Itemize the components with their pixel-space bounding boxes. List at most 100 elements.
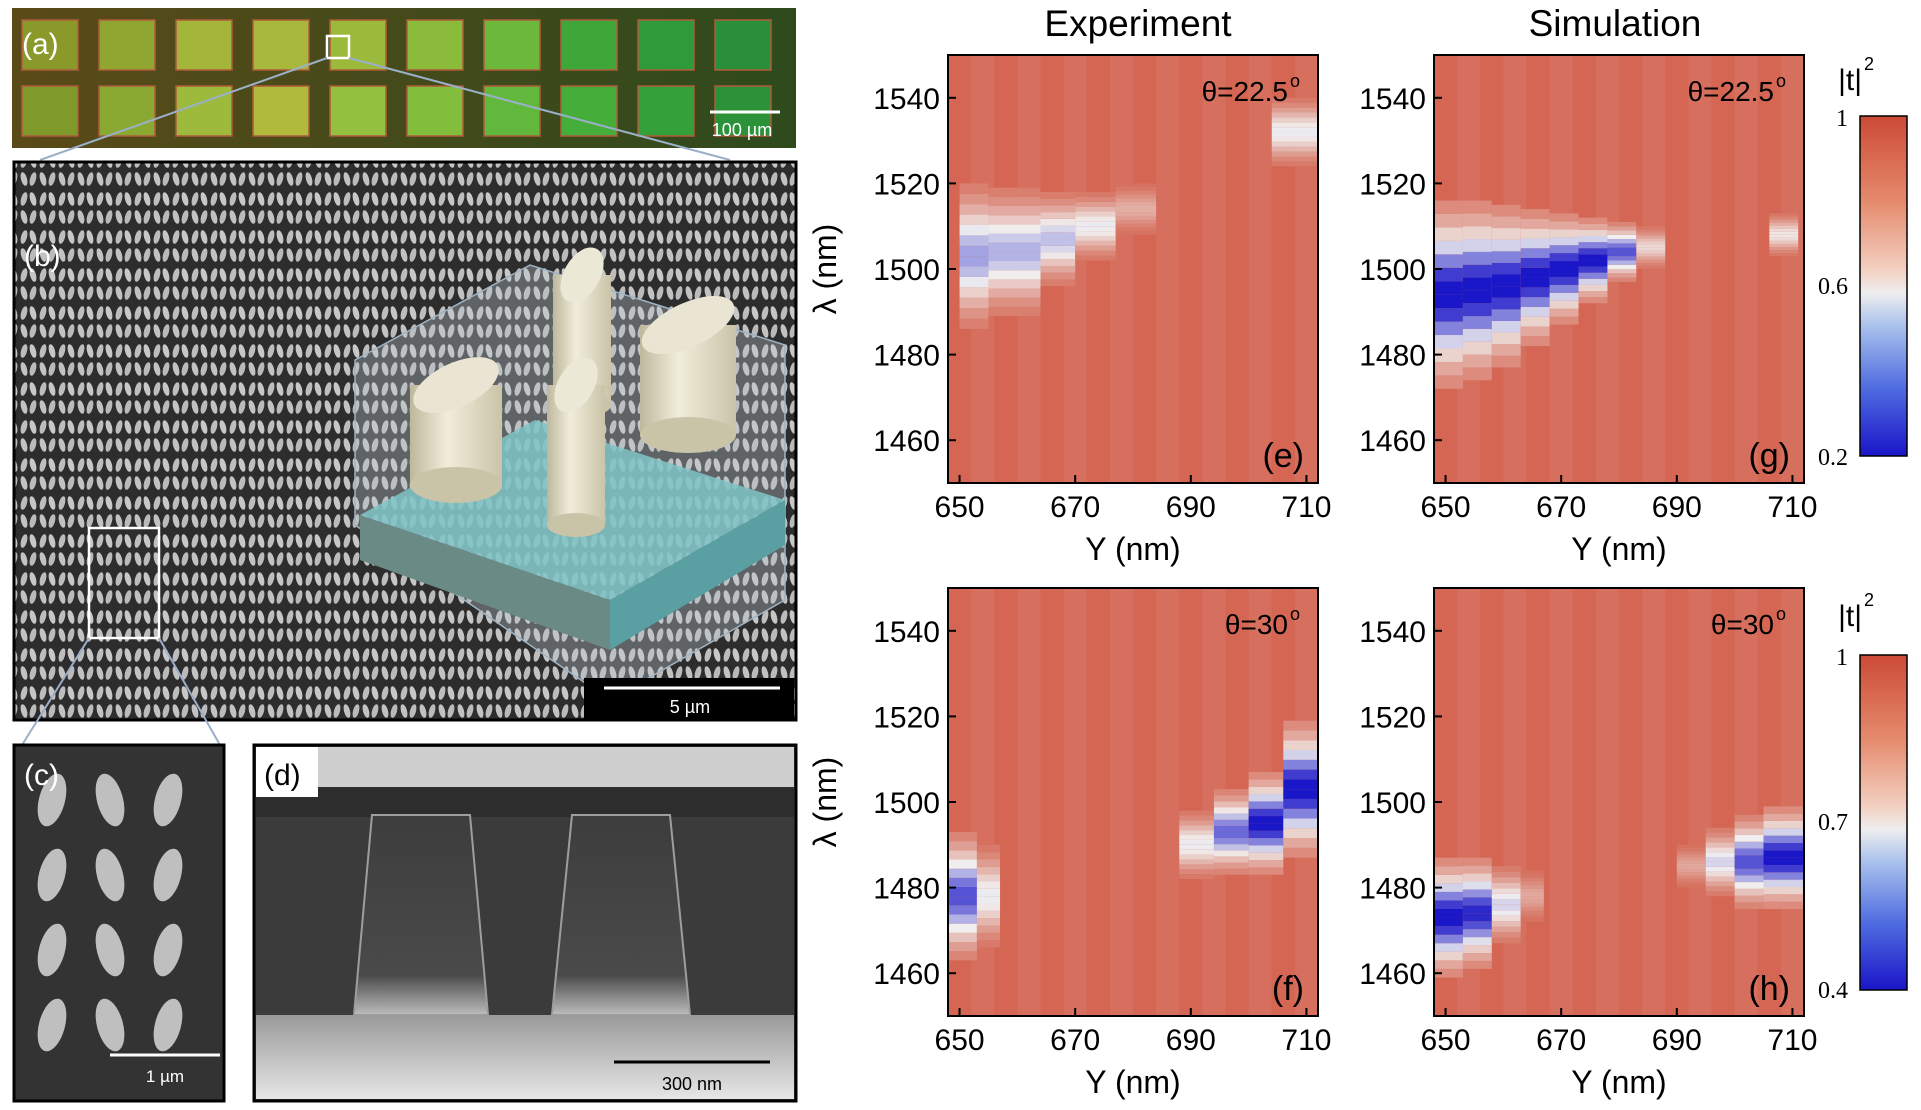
panel-d-label: (d) [264, 759, 301, 792]
heatmap-cell [1075, 231, 1116, 236]
heatmap-cell [1763, 806, 1804, 814]
zoom-marker-a [325, 34, 351, 60]
colorbar-top-tick-mid: 0.6 [1818, 274, 1848, 300]
heatmap-cell [1248, 772, 1284, 780]
heatmap-cell [1075, 235, 1116, 241]
heatmap-stripe [1549, 588, 1573, 1016]
angle-annotation-sup: o [1290, 71, 1300, 91]
heatmap-cell [1115, 212, 1157, 217]
pad [98, 85, 156, 137]
heatmap-cell [1520, 326, 1550, 337]
heatmap-cell [1763, 835, 1804, 843]
heatmap-cell [1179, 835, 1214, 840]
title-simulation: Simulation [1529, 3, 1702, 44]
heatmap-cell [1676, 869, 1706, 873]
heatmap-stripe [1711, 55, 1735, 483]
pad [21, 85, 79, 137]
heatmap-cell [1734, 882, 1764, 889]
pad [483, 85, 541, 137]
angle-annotation-sup: o [1290, 604, 1300, 624]
panel-b: (b) 5 µm [12, 160, 798, 722]
heatmap-cell [1734, 821, 1764, 829]
heatmap-cell [1462, 897, 1492, 906]
heatmap-cell [1213, 850, 1249, 857]
heatmap-cell [988, 224, 1041, 234]
pad [714, 19, 772, 71]
x-tick-label: 650 [935, 1024, 985, 1057]
panel-d-label-box [256, 747, 318, 797]
heatmap-stripe [1688, 55, 1712, 483]
heatmap-cell [1769, 228, 1799, 232]
heatmap-cell [1075, 240, 1116, 246]
heatmap-cell [1636, 256, 1666, 260]
y-tick-label: 1540 [1359, 616, 1426, 649]
heatmap-cell [1520, 870, 1544, 875]
heatmap-cell [976, 925, 1001, 933]
heatmap-cell [1179, 849, 1214, 855]
heatmap-cell [988, 288, 1041, 298]
x-axis-label: Y (nm) [1085, 531, 1180, 567]
heatmap-cell [1271, 107, 1318, 113]
heatmap-cell [1636, 226, 1666, 230]
heatmap-cell [1763, 864, 1804, 873]
heatmap-cell [1763, 894, 1804, 902]
heatmap-cell [1520, 257, 1550, 268]
heatmap-cell [1491, 344, 1521, 356]
heatmap-cell [1520, 238, 1550, 249]
heatmap-cell [1462, 889, 1492, 898]
heatmap-cell [1075, 226, 1116, 232]
pad [637, 19, 695, 71]
angle-annotation: θ=22.5 [1202, 76, 1288, 107]
heatmap-stripe [1642, 588, 1666, 1016]
heatmap-cell [1271, 112, 1318, 118]
heatmap-cell [1549, 253, 1579, 262]
nanopillar [37, 773, 67, 827]
heatmap-cell [948, 914, 977, 924]
heatmap-cell [948, 932, 977, 943]
heatmap-cell [1636, 247, 1666, 251]
heatmap-cell [988, 297, 1041, 307]
heatmap-cell [1248, 801, 1284, 809]
heatmap-cell [1462, 239, 1492, 252]
heatmap-cell [1520, 306, 1550, 317]
heatmap-stripe [1757, 588, 1781, 1016]
heatmap-cell [988, 187, 1041, 197]
title-experiment: Experiment [1044, 3, 1232, 44]
pillar-4 [547, 357, 605, 537]
heatmap-cell [1676, 881, 1706, 885]
heatmap-cell [959, 204, 989, 215]
heatmap-cell [1491, 910, 1521, 916]
heatmap-stripe [1780, 55, 1804, 483]
heatmap-cell [1462, 865, 1492, 874]
heatmap-cell [1491, 899, 1521, 905]
heatmap-cell [1705, 876, 1735, 882]
nanopillar [153, 773, 183, 827]
heatmap-cell [1213, 825, 1249, 832]
nanopillar [95, 923, 125, 977]
heatmap-stripe [1665, 588, 1689, 1016]
heatmap-cell [1578, 217, 1608, 224]
nanopillar [37, 998, 67, 1052]
zoom-line-a-right [348, 57, 731, 161]
heatmap-cell [1578, 260, 1608, 267]
heatmap-cell [1549, 237, 1579, 246]
heatmap-cell [1636, 244, 1666, 248]
heatmap-cell [1283, 779, 1318, 790]
heatmap-cell [959, 235, 989, 246]
heatmap-cell [1434, 335, 1463, 349]
panel-letter: (e) [1262, 437, 1304, 475]
heatmap-cell [1607, 260, 1637, 265]
heatmap-cell [1462, 953, 1492, 961]
chart-f: 650 670 690 710 1460 1480 1500 1520 1540 Y (nm) λ … [807, 587, 1331, 1100]
panel-a-label: (a) [22, 28, 59, 61]
y-tick-label: 1500 [873, 787, 940, 820]
heatmap-cell [1283, 769, 1318, 780]
heatmap-cell [1491, 274, 1521, 287]
heatmap-cell [1491, 320, 1521, 333]
zoom-line-b-left [21, 637, 90, 746]
heatmap-cell [1075, 201, 1116, 207]
angle-annotation-sup: o [1776, 71, 1786, 91]
heatmap-cell [1434, 960, 1463, 969]
heatmap-cell [1434, 267, 1463, 282]
heatmap-cell [1283, 808, 1318, 819]
